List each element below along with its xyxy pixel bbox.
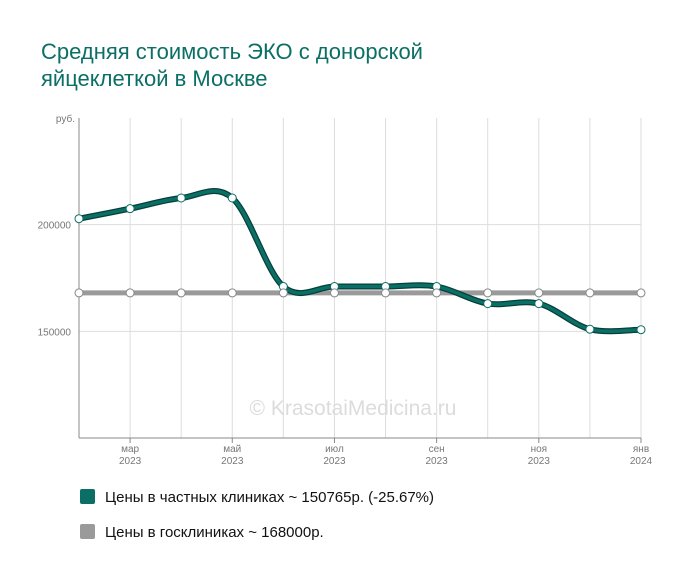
data-point-public: [636, 288, 646, 298]
series-line-private: [77, 189, 643, 333]
x-tick-label-month: июл: [325, 444, 344, 455]
data-point-public: [585, 288, 595, 298]
data-point-private: [74, 214, 84, 224]
data-point-private: [125, 204, 135, 214]
axes: 200000150000руб.мар2023май2023июл2023сен…: [38, 113, 653, 467]
x-tick-label-year: 2024: [630, 456, 653, 467]
x-tick-label-year: 2023: [426, 456, 449, 467]
series: [76, 188, 644, 335]
data-point-public: [278, 288, 288, 298]
legend-label-public: Цены в госклиниках ~ 168000р.: [105, 524, 324, 541]
x-tick-label-month: сен: [429, 444, 445, 455]
data-points: [74, 193, 646, 335]
legend-label-private: Цены в частных клиниках ~ 150765р. (-25.…: [105, 489, 435, 506]
data-point-public: [483, 288, 493, 298]
x-tick-label-month: янв: [633, 444, 649, 455]
data-point-public: [125, 288, 135, 298]
legend-item-public: Цены в госклиниках ~ 168000р.: [80, 524, 324, 541]
x-tick-label-year: 2023: [528, 456, 551, 467]
chart-title-line-2: яйцеклеткой в Москве: [41, 66, 268, 91]
x-tick-label-year: 2023: [119, 456, 142, 467]
watermark: © KrasotaiMedicina.ru: [250, 397, 457, 420]
legend-swatch-public: [80, 524, 95, 539]
legend-item-private: Цены в частных клиниках ~ 150765р. (-25.…: [80, 489, 434, 506]
y-tick-label: 150000: [38, 327, 72, 338]
y-unit-label: руб.: [56, 113, 75, 125]
chart-title-line-1: Средняя стоимость ЭКО с донорской: [41, 39, 423, 64]
x-tick-label-year: 2023: [323, 456, 346, 467]
data-point-private: [585, 324, 595, 334]
data-point-private: [227, 193, 237, 203]
data-point-public: [381, 288, 391, 298]
data-point-public: [227, 288, 237, 298]
data-point-private: [176, 193, 186, 203]
y-tick-label: 200000: [38, 221, 72, 232]
data-point-public: [534, 288, 544, 298]
data-point-public: [432, 288, 442, 298]
data-point-private: [636, 325, 646, 335]
legend-swatch-private: [80, 489, 95, 504]
x-tick-label-year: 2023: [221, 456, 244, 467]
data-point-public: [74, 288, 84, 298]
data-point-private: [534, 299, 544, 309]
x-tick-label-month: ноя: [531, 444, 548, 455]
data-point-public: [329, 288, 339, 298]
grid: [79, 118, 642, 438]
chart-title: Средняя стоимость ЭКО с донорской яйцекл…: [41, 38, 641, 92]
x-tick-label-month: май: [223, 444, 241, 455]
data-point-private: [483, 299, 493, 309]
data-point-public: [176, 288, 186, 298]
x-tick-label-month: мар: [121, 444, 139, 455]
